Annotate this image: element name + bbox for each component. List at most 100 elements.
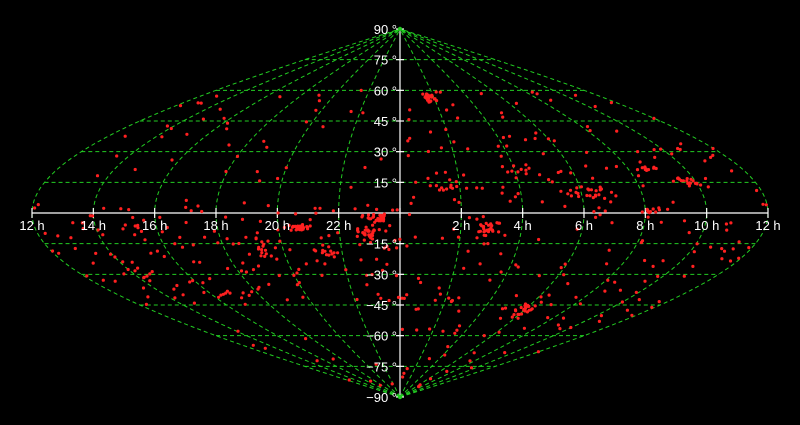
- data-point: [605, 262, 609, 266]
- data-point: [263, 248, 268, 252]
- data-point: [638, 160, 642, 164]
- data-point: [208, 277, 212, 281]
- data-point: [514, 294, 519, 298]
- data-point: [266, 239, 270, 243]
- data-point: [559, 189, 563, 193]
- data-point: [729, 221, 733, 225]
- data-point: [630, 313, 634, 317]
- data-point: [149, 251, 153, 255]
- data-point: [294, 228, 298, 232]
- data-point: [378, 217, 382, 221]
- data-point: [615, 129, 619, 133]
- data-point: [659, 147, 663, 151]
- data-point: [121, 227, 125, 231]
- data-point: [378, 383, 382, 387]
- data-point: [133, 167, 137, 172]
- data-point: [365, 273, 369, 277]
- data-point: [709, 155, 713, 159]
- data-point: [433, 298, 437, 302]
- data-point: [240, 217, 245, 221]
- data-point: [276, 211, 280, 215]
- data-point: [448, 178, 452, 182]
- data-point: [484, 221, 488, 225]
- meridian-line: [399, 28, 769, 398]
- data-point: [347, 378, 351, 382]
- data-point: [687, 184, 692, 188]
- data-point: [650, 305, 654, 309]
- data-point: [364, 225, 368, 229]
- data-point: [457, 324, 462, 328]
- data-point: [603, 289, 607, 293]
- data-point: [308, 218, 312, 222]
- data-point: [73, 246, 77, 251]
- data-point: [292, 273, 296, 277]
- data-point: [102, 206, 106, 210]
- data-point: [514, 101, 519, 105]
- data-point: [435, 99, 439, 103]
- data-point: [344, 268, 348, 272]
- data-point: [382, 246, 386, 250]
- data-point: [115, 154, 119, 158]
- data-point: [133, 233, 137, 237]
- ra-tick-label: 12 h: [755, 218, 780, 233]
- data-point: [514, 309, 518, 313]
- data-point: [731, 247, 735, 251]
- data-point: [321, 125, 325, 129]
- data-point: [402, 296, 406, 300]
- data-point: [426, 149, 430, 154]
- data-point: [614, 164, 619, 169]
- data-point: [407, 118, 411, 122]
- data-point: [481, 215, 485, 219]
- data-point: [540, 200, 544, 204]
- data-point: [651, 207, 655, 211]
- data-point: [407, 212, 412, 217]
- data-point: [711, 153, 715, 157]
- data-point: [113, 255, 117, 259]
- data-point: [648, 210, 653, 214]
- data-point: [185, 132, 189, 136]
- data-point: [201, 117, 205, 121]
- data-point: [251, 268, 256, 272]
- data-point: [424, 92, 429, 96]
- data-point: [523, 309, 527, 313]
- data-point: [421, 92, 425, 96]
- data-point: [546, 137, 551, 141]
- data-point: [401, 375, 405, 379]
- data-point: [688, 181, 692, 185]
- data-point: [224, 169, 228, 174]
- data-point: [323, 262, 327, 266]
- data-point: [437, 188, 442, 192]
- data-point: [258, 179, 262, 183]
- data-point: [295, 283, 299, 287]
- data-point: [535, 92, 539, 96]
- data-point: [181, 293, 185, 297]
- data-point: [184, 220, 188, 225]
- data-point: [453, 331, 457, 335]
- data-point: [71, 221, 75, 225]
- data-point: [415, 328, 419, 332]
- data-point: [687, 231, 691, 235]
- data-point: [533, 136, 537, 141]
- data-point: [585, 193, 589, 198]
- data-point: [556, 170, 560, 175]
- data-point: [525, 310, 530, 314]
- data-point: [659, 220, 663, 224]
- data-point: [456, 116, 460, 120]
- data-point: [377, 228, 381, 232]
- data-point: [257, 285, 261, 289]
- data-point: [50, 249, 55, 253]
- data-point: [256, 264, 261, 268]
- data-point: [541, 152, 545, 156]
- data-point: [332, 251, 336, 255]
- data-point: [486, 230, 491, 234]
- data-point: [196, 101, 200, 105]
- data-point: [636, 174, 641, 178]
- data-point: [329, 249, 333, 253]
- data-point: [231, 242, 235, 246]
- data-point: [550, 180, 554, 184]
- data-point: [594, 215, 598, 219]
- data-point: [101, 233, 105, 237]
- data-point: [318, 206, 322, 210]
- dec-tick-label: −75 °: [366, 359, 397, 374]
- data-point: [517, 312, 521, 317]
